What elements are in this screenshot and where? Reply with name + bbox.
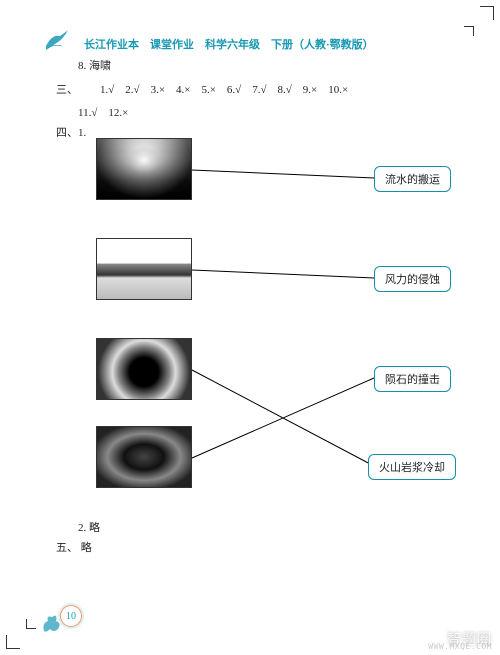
label-wind-erosion: 风力的侵蚀: [374, 266, 451, 292]
q8-label: 8.: [78, 60, 86, 72]
q8-text: 海啸: [89, 60, 111, 72]
page-number-container: 10: [60, 605, 82, 627]
question-5: 五、 略: [56, 540, 460, 558]
photo-lava-cooling: [96, 426, 192, 488]
matching-diagram: 流水的搬运风力的侵蚀陨石的撞击火山岩浆冷却: [74, 130, 460, 518]
photo-meteor-impact: [96, 338, 192, 400]
question-3: 三、 1.√ 2.√ 3.× 4.× 5.× 6.√ 7.√ 8.√ 9.× 10…: [56, 82, 460, 100]
q3-label: 三、: [56, 84, 78, 96]
q3-answers-row1: 1.√ 2.√ 3.× 4.× 5.× 6.√ 7.√ 8.√ 9.× 10.×: [100, 84, 348, 96]
q2-label: 2.: [78, 522, 86, 534]
question-4-2: 2. 略: [78, 520, 460, 538]
label-water-transport: 流水的搬运: [374, 166, 451, 192]
question-8: 8. 海啸: [78, 58, 460, 76]
label-meteor-impact: 陨石的撞击: [374, 366, 451, 392]
q5-label: 五、: [56, 542, 78, 554]
q2-text: 略: [89, 522, 100, 534]
photo-wind-erosion: [96, 238, 192, 300]
q5-text: 略: [81, 542, 92, 554]
page-title: 长江作业本 课堂作业 科学六年级 下册（人教·鄂教版）: [84, 36, 460, 52]
label-lava-cooling: 火山岩浆冷却: [368, 454, 456, 480]
watermark-url: WWW.MXQE.COM: [428, 642, 492, 651]
page-content: 长江作业本 课堂作业 科学六年级 下册（人教·鄂教版） 8. 海啸 三、 1.√ …: [0, 0, 500, 655]
header-bird-icon: [44, 28, 70, 52]
page-number: 10: [60, 605, 82, 627]
photo-water-transport: [96, 138, 192, 200]
q3-answers-row2: 11.√ 12.×: [78, 105, 460, 123]
